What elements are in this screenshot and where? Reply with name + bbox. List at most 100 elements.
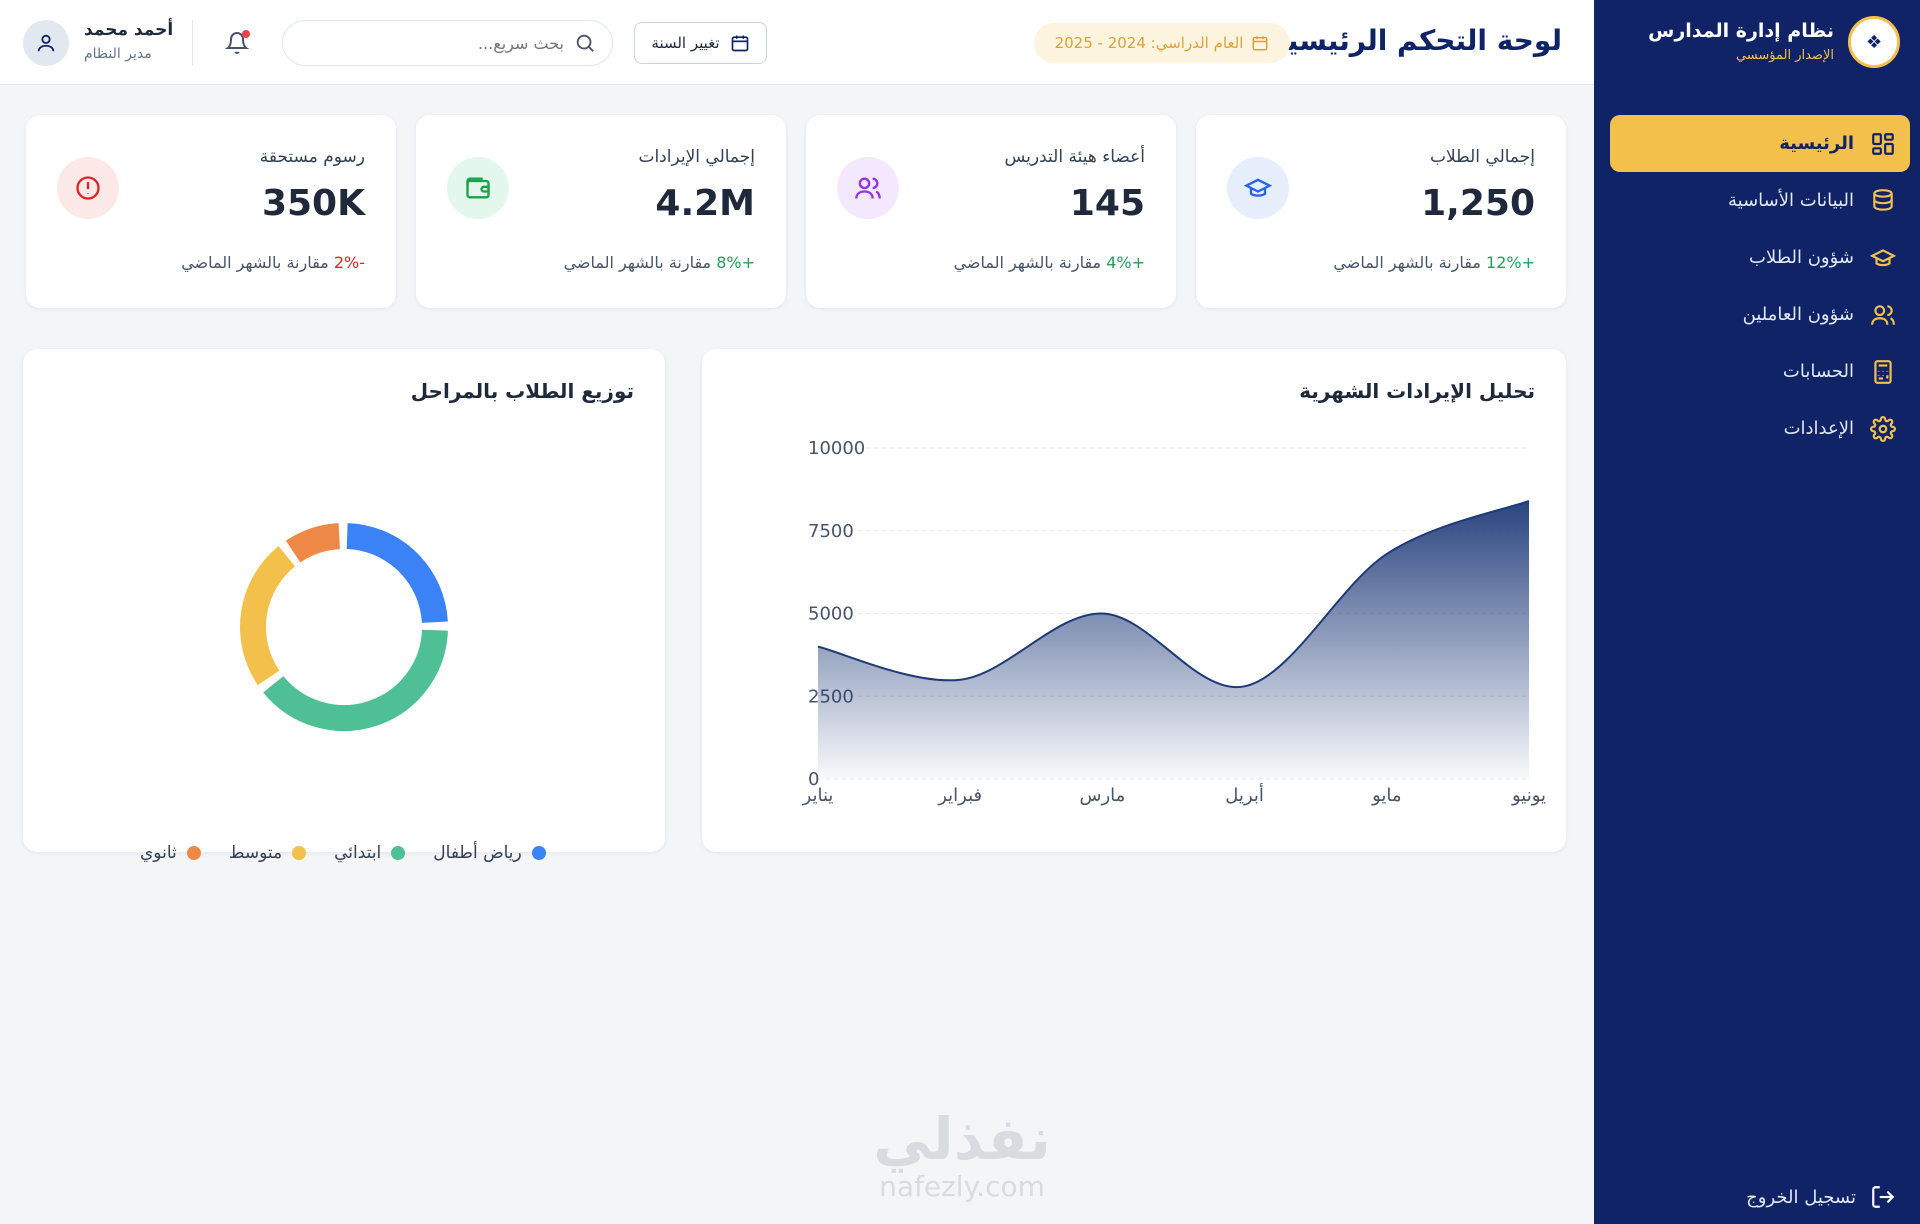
stat-label: إجمالي الطلاب [1430, 147, 1535, 167]
stat-label: أعضاء هيئة التدريس [1004, 147, 1146, 167]
stat-trend-text: مقارنة بالشهر الماضي [1333, 253, 1481, 272]
y-tick-label: 7500 [808, 521, 854, 542]
stat-card-revenue: إجمالي الإيرادات 4.2M +8% مقارنة بالشهر … [416, 115, 786, 308]
search-icon[interactable] [574, 32, 596, 54]
logout-icon [1870, 1184, 1896, 1210]
donut-slice [240, 546, 296, 686]
brand-title: نظام إدارة المدارس [1648, 20, 1834, 42]
distribution-panel: توزيع الطلاب بالمراحل [23, 349, 665, 852]
y-tick-label: 10000 [808, 438, 865, 459]
stat-value: 350K [261, 183, 365, 224]
sidebar-item-label: الحسابات [1782, 361, 1854, 382]
page-title: لوحة التحكم الرئيسية [1270, 24, 1562, 57]
donut-legend: رياض أطفال ابتدائي متوسط ثانوي [140, 843, 546, 863]
notification-bell-icon[interactable] [225, 30, 249, 56]
users-icon [1870, 302, 1896, 328]
x-tick-label: فبراير [937, 785, 982, 806]
stat-trend: +4% مقارنة بالشهر الماضي [954, 253, 1145, 272]
sidebar-item-label: شؤون العاملين [1742, 304, 1854, 325]
legend-item[interactable]: ثانوي [140, 843, 201, 863]
sidebar-item-label: شؤون الطلاب [1749, 247, 1854, 268]
user-role: مدير النظام [84, 46, 152, 62]
y-tick-label: 0 [808, 769, 819, 790]
donut-slice [346, 523, 448, 624]
change-year-button[interactable]: تغيير السنة [634, 22, 767, 64]
search-box [282, 20, 613, 66]
revenue-area-chart: 025005000750010000ينايرفبرايرمارسأبريلما… [802, 438, 1546, 806]
wallet-icon [464, 174, 492, 202]
brand-subtitle: الإصدار المؤسسي [1735, 48, 1834, 63]
sidebar-item-accounts[interactable]: الحسابات [1610, 343, 1910, 400]
watermark: نفذلي nafezly.com [852, 1108, 1072, 1204]
legend-label: ثانوي [140, 843, 177, 863]
sidebar-item-settings[interactable]: الإعدادات [1610, 400, 1910, 457]
sidebar-nav: الرئيسية البيانات الأساسية شؤون الطلاب ش… [1610, 115, 1910, 457]
stat-value: 4.2M [655, 183, 755, 224]
legend-label: ابتدائي [334, 843, 382, 863]
avatar[interactable] [23, 20, 69, 66]
legend-item[interactable]: ابتدائي [334, 843, 406, 863]
change-year-label: تغيير السنة [651, 34, 720, 52]
logout-button[interactable]: تسجيل الخروج [1746, 1184, 1896, 1210]
header-divider [192, 20, 193, 66]
logout-label: تسجيل الخروج [1746, 1186, 1856, 1208]
sidebar: ❖ نظام إدارة المدارس الإصدار المؤسسي الر… [1594, 0, 1920, 1224]
stat-card-staff: أعضاء هيئة التدريس 145 +4% مقارنة بالشهر… [806, 115, 1176, 308]
alert-circle-icon [74, 174, 102, 202]
stat-icon-wrap [837, 157, 899, 219]
x-tick-label: مارس [1080, 785, 1126, 806]
sidebar-item-label: الإعدادات [1783, 418, 1854, 439]
stat-trend: +12% مقارنة بالشهر الماضي [1333, 253, 1535, 272]
calendar-icon [1251, 34, 1269, 52]
stat-trend: -2% مقارنة بالشهر الماضي [181, 253, 365, 272]
x-tick-label: مايو [1371, 785, 1401, 806]
gear-icon [1870, 415, 1896, 442]
sidebar-item-basic-data[interactable]: البيانات الأساسية [1610, 172, 1910, 229]
stat-card-students: إجمالي الطلاب 1,250 +12% مقارنة بالشهر ا… [1196, 115, 1566, 308]
database-icon [1870, 188, 1896, 214]
x-tick-label: يونيو [1511, 785, 1546, 806]
academic-year-text: العام الدراسي: 2024 - 2025 [1054, 34, 1244, 52]
panel-title: تحليل الإيرادات الشهرية [1299, 379, 1535, 403]
sidebar-item-employees[interactable]: شؤون العاملين [1610, 286, 1910, 343]
grid-icon [1870, 131, 1896, 157]
user-name: أحمد محمد [84, 20, 174, 40]
logo-icon: ❖ [1848, 16, 1900, 68]
y-tick-label: 5000 [808, 604, 854, 625]
stat-card-dues: رسوم مستحقة 350K -2% مقارنة بالشهر الماض… [26, 115, 396, 308]
sidebar-item-students[interactable]: شؤون الطلاب [1610, 229, 1910, 286]
legend-label: متوسط [228, 843, 283, 863]
stat-value: 145 [1069, 183, 1145, 224]
sidebar-item-home[interactable]: الرئيسية [1610, 115, 1910, 172]
stat-icon-wrap [1227, 157, 1289, 219]
donut-slice [263, 629, 448, 731]
search-input[interactable] [304, 33, 564, 53]
calendar-icon [730, 33, 750, 53]
graduation-cap-icon [1244, 174, 1272, 202]
legend-dot [531, 846, 546, 860]
x-tick-label: يناير [802, 785, 834, 806]
calculator-icon [1870, 359, 1896, 385]
stages-donut-chart [240, 523, 448, 731]
revenue-area-fill [818, 500, 1529, 779]
brand: ❖ نظام إدارة المدارس الإصدار المؤسسي [1614, 16, 1900, 72]
stat-trend-text: مقارنة بالشهر الماضي [181, 253, 329, 272]
graduation-cap-icon [1870, 245, 1896, 271]
stat-trend: +8% مقارنة بالشهر الماضي [564, 253, 755, 272]
legend-dot [391, 846, 406, 860]
revenue-chart-panel: تحليل الإيرادات الشهرية 0250050007500100… [702, 349, 1566, 852]
stat-label: إجمالي الإيرادات [638, 147, 755, 167]
watermark-latin: nafezly.com [879, 1170, 1045, 1203]
donut-slice [285, 523, 341, 563]
stat-trend-text: مقارنة بالشهر الماضي [563, 253, 712, 272]
stat-delta: +8% [716, 253, 755, 272]
sidebar-item-label: البيانات الأساسية [1728, 190, 1854, 211]
stat-icon-wrap [57, 157, 119, 219]
legend-item[interactable]: متوسط [228, 843, 307, 863]
stat-trend-text: مقارنة بالشهر الماضي [953, 253, 1102, 272]
legend-item[interactable]: رياض أطفال [433, 843, 546, 863]
x-tick-label: أبريل [1225, 783, 1264, 806]
legend-dot [186, 846, 201, 860]
legend-label: رياض أطفال [433, 843, 522, 863]
top-header: لوحة التحكم الرئيسية العام الدراسي: 2024… [0, 0, 1594, 85]
